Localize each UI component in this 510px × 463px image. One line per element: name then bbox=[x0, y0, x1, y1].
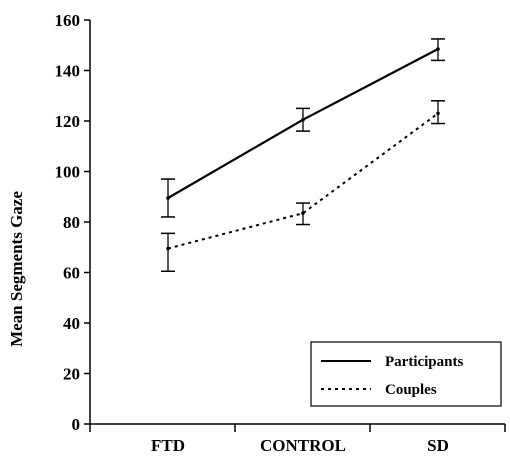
legend-label-couples: Couples bbox=[385, 382, 437, 398]
category-labels: FTD CONTROL SD bbox=[151, 436, 449, 455]
y-tick-label: 80 bbox=[63, 213, 80, 232]
x-category-label: FTD bbox=[151, 436, 185, 455]
x-category-label: SD bbox=[427, 436, 449, 455]
y-tick-label: 100 bbox=[55, 163, 81, 182]
error-bar bbox=[431, 100, 445, 125]
y-axis-title: Mean Segments Gaze bbox=[7, 191, 26, 347]
y-tick-label: 60 bbox=[63, 264, 80, 283]
series-line-couples bbox=[167, 112, 439, 250]
data-point bbox=[436, 111, 440, 116]
error-bar bbox=[431, 38, 445, 62]
data-point bbox=[436, 47, 440, 51]
legend-box bbox=[310, 341, 502, 407]
y-tick-label: 20 bbox=[63, 365, 80, 384]
y-tick-label: 120 bbox=[55, 112, 81, 131]
error-bar bbox=[161, 178, 175, 218]
y-tick-label: 0 bbox=[72, 415, 81, 434]
legend-label-participants: Participants bbox=[385, 354, 463, 370]
y-tick-label: 140 bbox=[55, 62, 81, 81]
data-point bbox=[166, 246, 170, 251]
y-tick-label: 40 bbox=[63, 314, 80, 333]
error-bar bbox=[296, 107, 310, 132]
y-tick-label: 160 bbox=[55, 11, 81, 30]
y-ticks: 0 20 40 60 80 100 120 140 160 bbox=[55, 11, 90, 434]
data-point bbox=[301, 211, 305, 215]
error-bars bbox=[161, 38, 445, 272]
error-bar bbox=[296, 202, 310, 226]
error-bar bbox=[161, 232, 175, 272]
x-category-label: CONTROL bbox=[260, 436, 346, 455]
legend: Participants Couples bbox=[310, 341, 502, 407]
data-point bbox=[166, 196, 170, 200]
data-point bbox=[301, 117, 305, 122]
